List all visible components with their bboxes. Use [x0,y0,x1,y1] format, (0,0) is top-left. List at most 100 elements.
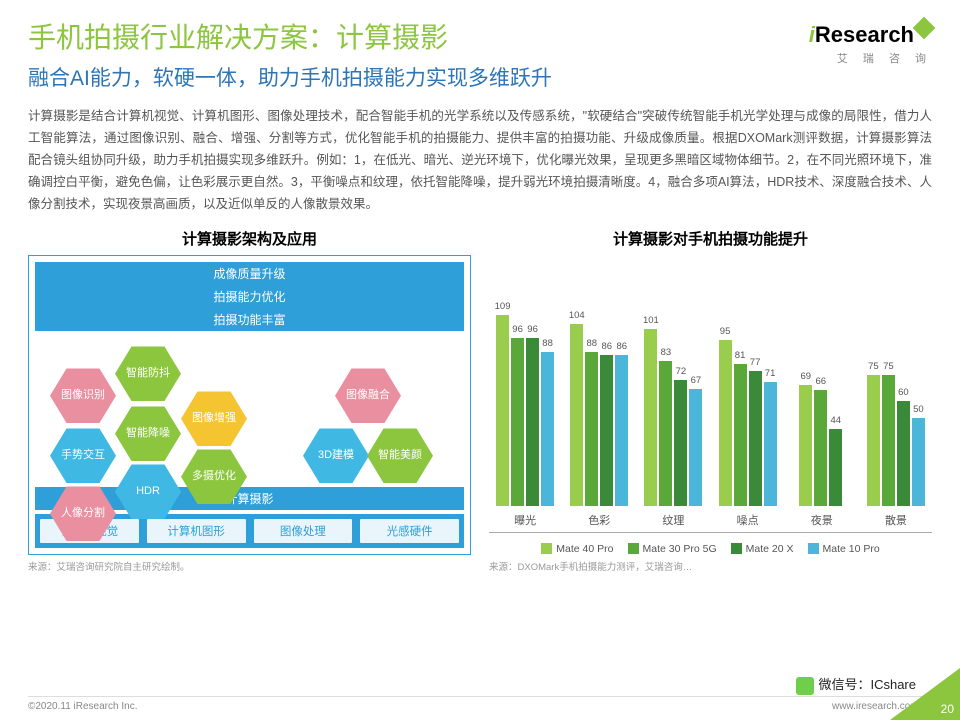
wechat-icon [796,677,814,695]
bar-chart: 109969688曝光104888686色彩101837267纹理9581777… [489,255,932,555]
arch-pill: 光感硬件 [359,518,460,544]
legend-item: Mate 10 Pro [808,543,880,555]
bar: 66 [814,390,827,506]
bar-value: 75 [868,361,879,372]
category-label: 色彩 [588,512,610,528]
chart-source: 来源：DXOMark手机拍摄能力测评，艾瑞咨询… [489,559,932,573]
category-label: 曝光 [514,512,536,528]
hex-node: 3D建模 [303,427,369,485]
leaf-icon [913,17,936,40]
bar-value: 77 [750,357,761,368]
legend-swatch [628,543,639,554]
bar-value: 86 [616,341,627,352]
footer-copyright: ©2020.11 iResearch Inc. [28,701,137,712]
page-subtitle: 融合AI能力，软硬一体，助力手机拍摄能力实现多维跃升 [28,62,552,92]
bar: 69 [799,385,812,506]
arch-title: 计算摄影架构及应用 [28,228,471,249]
bar: 88 [585,352,598,506]
legend-item: Mate 20 X [731,543,794,555]
arch-source: 来源：艾瑞咨询研究院自主研究绘制。 [28,559,471,573]
bar: 86 [615,355,628,506]
bar-value: 96 [512,324,523,335]
bar: 50 [912,418,925,506]
bar: 96 [511,338,524,506]
bar-value: 71 [765,368,776,379]
bar: 75 [867,375,880,506]
bar-group: 75756050散景 [860,296,932,528]
bar-group: 696644夜景 [786,296,858,528]
page-footer: ©2020.11 iResearch Inc. www.iresearch.co… [28,696,932,712]
hex-node: 智能防抖 [115,345,181,403]
bar-value: 69 [800,371,811,382]
page-title: 手机拍摄行业解决方案：计算摄影 [28,20,552,56]
arch-band: 成像质量升级 [35,262,464,285]
legend-item: Mate 40 Pro [541,543,613,555]
legend-label: Mate 30 Pro 5G [643,543,717,555]
bar-group: 109969688曝光 [489,296,561,528]
bar: 96 [526,338,539,506]
hex-node: HDR [115,463,181,521]
chart-title: 计算摄影对手机拍摄功能提升 [489,228,932,249]
bar-value: 72 [676,366,687,377]
logo-subtitle: 艾 瑞 咨 询 [809,50,932,66]
bar: 60 [897,401,910,506]
legend-item: Mate 30 Pro 5G [628,543,717,555]
bar-value: 67 [691,375,702,386]
logo-text: Research [815,22,914,47]
legend-label: Mate 20 X [746,543,794,555]
hex-node: 智能美颜 [367,427,433,485]
bar-value: 109 [495,301,511,312]
bar: 104 [570,324,583,506]
bar: 109 [496,315,509,506]
bar-value: 96 [527,324,538,335]
bar-value: 60 [898,387,909,398]
bar-value: 75 [883,361,894,372]
bar: 77 [749,371,762,506]
bar: 67 [689,389,702,506]
hex-node: 智能降噪 [115,405,181,463]
body-paragraph: 计算摄影是结合计算机视觉、计算机图形、图像处理技术，配合智能手机的光学系统以及传… [28,106,932,215]
legend-label: Mate 40 Pro [556,543,613,555]
bar-value: 104 [569,310,585,321]
category-label: 夜景 [811,512,833,528]
legend-swatch [731,543,742,554]
legend-swatch [541,543,552,554]
bar-value: 50 [913,404,924,415]
bar: 95 [719,340,732,506]
arch-band: 拍摄功能丰富 [35,308,464,331]
bar-group: 95817771噪点 [712,296,784,528]
legend-label: Mate 10 Pro [823,543,880,555]
category-label: 散景 [885,512,907,528]
legend-swatch [808,543,819,554]
hex-node: 图像融合 [335,367,401,425]
bar-value: 81 [735,350,746,361]
hex-node: 手势交互 [50,427,116,485]
bar-value: 95 [720,326,731,337]
bar: 44 [829,429,842,506]
hex-node: 图像识别 [50,367,116,425]
hex-node: 图像增强 [181,390,247,448]
bar-group: 104888686色彩 [563,296,635,528]
arch-pill: 计算机图形 [146,518,247,544]
arch-pill: 图像处理 [253,518,354,544]
watermark: 微信号：ICshare [792,673,920,696]
bar: 83 [659,361,672,506]
logo: iResearch 艾 瑞 咨 询 [809,20,932,66]
bar: 71 [764,382,777,506]
bar: 101 [644,329,657,506]
bar: 88 [541,352,554,506]
arch-band: 拍摄能力优化 [35,285,464,308]
bar-value: 66 [815,376,826,387]
bar-group: 101837267纹理 [637,296,709,528]
bar-value: 44 [830,415,841,426]
bar: 81 [734,364,747,506]
bar: 72 [674,380,687,506]
page-number: 20 [941,702,954,716]
bar-value: 88 [586,338,597,349]
bar-value: 88 [542,338,553,349]
bar-value: 83 [661,347,672,358]
bar-value: 86 [601,341,612,352]
category-label: 纹理 [662,512,684,528]
bar: 86 [600,355,613,506]
category-label: 噪点 [737,512,759,528]
